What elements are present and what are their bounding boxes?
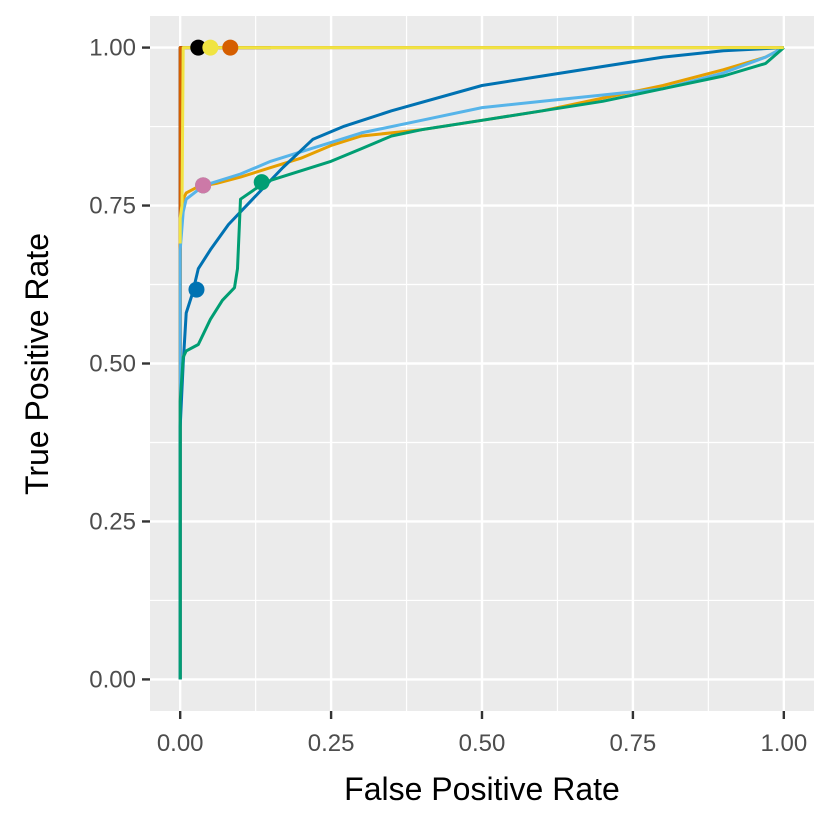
- roc-line-orange: [178, 46, 785, 680]
- y-axis-title: True Positive Rate: [19, 233, 55, 495]
- threshold-point-pink: [195, 177, 212, 194]
- roc-line-green: [178, 46, 785, 680]
- y-tick-label: 0.25: [89, 508, 136, 535]
- threshold-point-green: [253, 174, 270, 191]
- roc-line-blue: [178, 46, 784, 680]
- threshold-point-blue: [188, 281, 205, 298]
- y-axis: 0.00 0.25 0.50 0.75 1.00: [89, 35, 150, 693]
- threshold-point-black: [190, 39, 207, 56]
- x-tick-label: 0.50: [459, 730, 506, 757]
- x-axis-title: False Positive Rate: [344, 771, 620, 807]
- y-tick-label: 0.75: [89, 193, 136, 220]
- y-tick-label: 0.00: [89, 666, 136, 693]
- threshold-point-yellow: [202, 39, 219, 56]
- threshold-point-vermillion: [222, 39, 239, 56]
- y-tick-label: 0.50: [89, 351, 136, 378]
- x-axis: 0.00 0.25 0.50 0.75 1.00: [157, 711, 807, 757]
- x-tick-label: 1.00: [760, 730, 807, 757]
- x-tick-label: 0.75: [610, 730, 657, 757]
- marker-layer: [188, 39, 270, 298]
- y-tick-label: 1.00: [89, 35, 136, 62]
- x-tick-label: 0.00: [157, 730, 204, 757]
- x-tick-label: 0.25: [308, 730, 355, 757]
